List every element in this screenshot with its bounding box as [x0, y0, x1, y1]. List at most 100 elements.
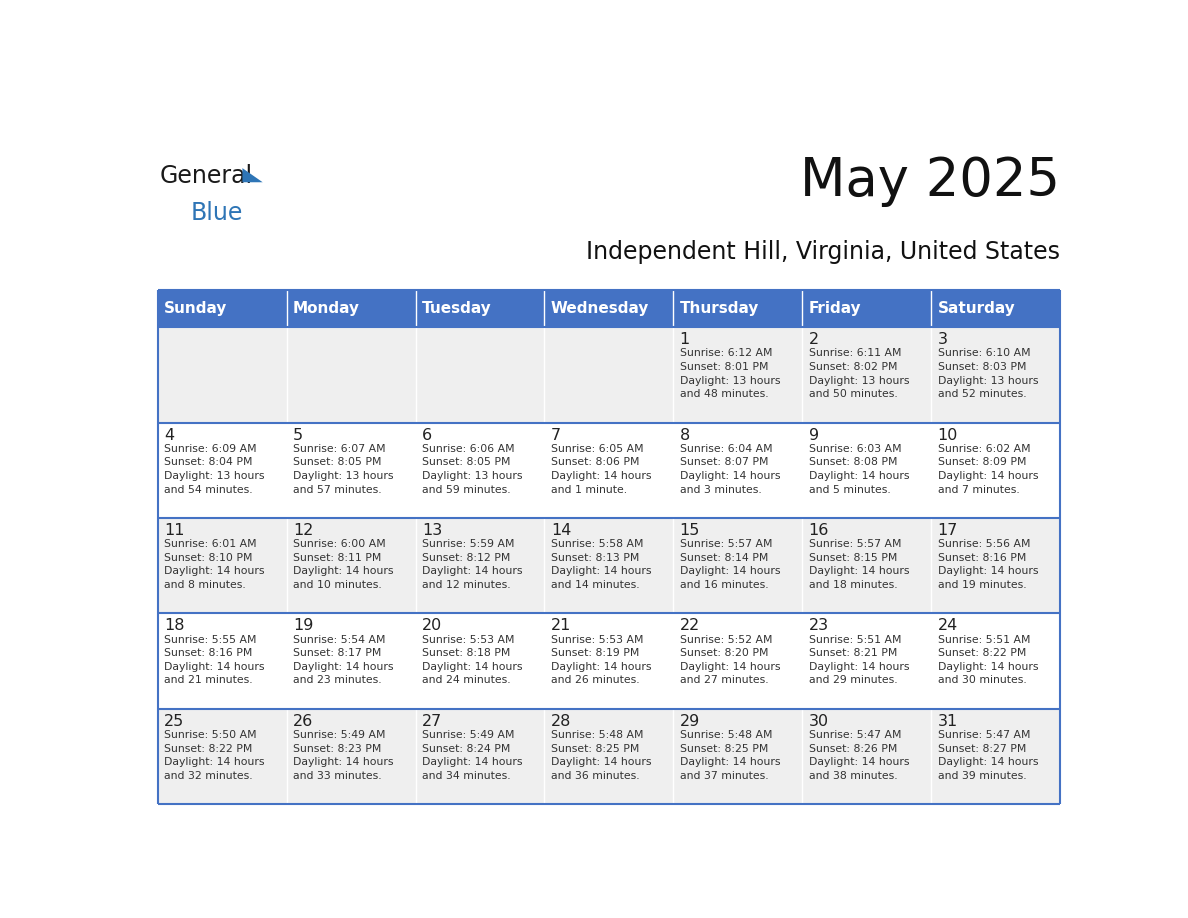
Text: 15: 15	[680, 523, 700, 538]
Bar	[416, 709, 544, 804]
Text: Sunrise: 5:47 AM
Sunset: 8:26 PM
Daylight: 14 hours
and 38 minutes.: Sunrise: 5:47 AM Sunset: 8:26 PM Dayligh…	[809, 730, 909, 781]
Bar	[544, 709, 674, 804]
Text: Sunrise: 5:51 AM
Sunset: 8:22 PM
Daylight: 14 hours
and 30 minutes.: Sunrise: 5:51 AM Sunset: 8:22 PM Dayligh…	[937, 634, 1038, 686]
Text: 22: 22	[680, 619, 700, 633]
Text: 26: 26	[293, 714, 314, 729]
Text: 3: 3	[937, 332, 948, 347]
Text: 16: 16	[809, 523, 829, 538]
Bar	[931, 613, 1060, 709]
Text: 9: 9	[809, 428, 819, 442]
Text: 24: 24	[937, 619, 958, 633]
Text: Sunrise: 6:12 AM
Sunset: 8:01 PM
Daylight: 13 hours
and 48 minutes.: Sunrise: 6:12 AM Sunset: 8:01 PM Dayligh…	[680, 348, 781, 399]
Text: 18: 18	[164, 619, 184, 633]
Text: 13: 13	[422, 523, 442, 538]
Text: Sunrise: 6:11 AM
Sunset: 8:02 PM
Daylight: 13 hours
and 50 minutes.: Sunrise: 6:11 AM Sunset: 8:02 PM Dayligh…	[809, 348, 909, 399]
Text: Sunrise: 6:10 AM
Sunset: 8:03 PM
Daylight: 13 hours
and 52 minutes.: Sunrise: 6:10 AM Sunset: 8:03 PM Dayligh…	[937, 348, 1038, 399]
Bar	[158, 518, 286, 613]
Text: Sunrise: 6:07 AM
Sunset: 8:05 PM
Daylight: 13 hours
and 57 minutes.: Sunrise: 6:07 AM Sunset: 8:05 PM Dayligh…	[293, 443, 393, 495]
Text: 30: 30	[809, 714, 829, 729]
Text: Sunrise: 5:51 AM
Sunset: 8:21 PM
Daylight: 14 hours
and 29 minutes.: Sunrise: 5:51 AM Sunset: 8:21 PM Dayligh…	[809, 634, 909, 686]
Bar	[544, 518, 674, 613]
Polygon shape	[242, 168, 263, 183]
Bar	[802, 709, 931, 804]
Text: 29: 29	[680, 714, 700, 729]
Bar	[416, 518, 544, 613]
Bar	[802, 290, 931, 327]
Text: 25: 25	[164, 714, 184, 729]
Text: Sunrise: 6:00 AM
Sunset: 8:11 PM
Daylight: 14 hours
and 10 minutes.: Sunrise: 6:00 AM Sunset: 8:11 PM Dayligh…	[293, 539, 393, 590]
Text: Sunrise: 6:05 AM
Sunset: 8:06 PM
Daylight: 14 hours
and 1 minute.: Sunrise: 6:05 AM Sunset: 8:06 PM Dayligh…	[551, 443, 651, 495]
Text: 11: 11	[164, 523, 184, 538]
Text: Independent Hill, Virginia, United States: Independent Hill, Virginia, United State…	[586, 240, 1060, 263]
Text: Sunrise: 6:03 AM
Sunset: 8:08 PM
Daylight: 14 hours
and 5 minutes.: Sunrise: 6:03 AM Sunset: 8:08 PM Dayligh…	[809, 443, 909, 495]
Bar	[286, 422, 416, 518]
Text: 14: 14	[551, 523, 571, 538]
Text: Thursday: Thursday	[680, 301, 759, 317]
Bar	[416, 613, 544, 709]
Bar	[802, 422, 931, 518]
Text: 2: 2	[809, 332, 819, 347]
Text: 28: 28	[551, 714, 571, 729]
Text: Sunrise: 5:55 AM
Sunset: 8:16 PM
Daylight: 14 hours
and 21 minutes.: Sunrise: 5:55 AM Sunset: 8:16 PM Dayligh…	[164, 634, 265, 686]
Text: May 2025: May 2025	[800, 155, 1060, 207]
Text: 4: 4	[164, 428, 175, 442]
Bar	[158, 290, 286, 327]
Text: Sunrise: 5:52 AM
Sunset: 8:20 PM
Daylight: 14 hours
and 27 minutes.: Sunrise: 5:52 AM Sunset: 8:20 PM Dayligh…	[680, 634, 781, 686]
Text: General: General	[159, 164, 253, 188]
Text: Sunrise: 5:49 AM
Sunset: 8:24 PM
Daylight: 14 hours
and 34 minutes.: Sunrise: 5:49 AM Sunset: 8:24 PM Dayligh…	[422, 730, 523, 781]
Text: 21: 21	[551, 619, 571, 633]
Text: Sunrise: 5:58 AM
Sunset: 8:13 PM
Daylight: 14 hours
and 14 minutes.: Sunrise: 5:58 AM Sunset: 8:13 PM Dayligh…	[551, 539, 651, 590]
Text: Friday: Friday	[809, 301, 861, 317]
Text: Sunrise: 6:09 AM
Sunset: 8:04 PM
Daylight: 13 hours
and 54 minutes.: Sunrise: 6:09 AM Sunset: 8:04 PM Dayligh…	[164, 443, 265, 495]
Text: 20: 20	[422, 619, 442, 633]
Text: Saturday: Saturday	[937, 301, 1016, 317]
Text: 19: 19	[293, 619, 314, 633]
Bar	[931, 518, 1060, 613]
Text: 5: 5	[293, 428, 303, 442]
Bar	[158, 709, 286, 804]
Bar	[416, 422, 544, 518]
Text: Wednesday: Wednesday	[551, 301, 649, 317]
Bar	[802, 613, 931, 709]
Bar	[544, 290, 674, 327]
Text: 27: 27	[422, 714, 442, 729]
Text: Sunrise: 5:47 AM
Sunset: 8:27 PM
Daylight: 14 hours
and 39 minutes.: Sunrise: 5:47 AM Sunset: 8:27 PM Dayligh…	[937, 730, 1038, 781]
Text: Sunrise: 5:57 AM
Sunset: 8:15 PM
Daylight: 14 hours
and 18 minutes.: Sunrise: 5:57 AM Sunset: 8:15 PM Dayligh…	[809, 539, 909, 590]
Bar	[674, 327, 802, 422]
Text: Sunrise: 6:04 AM
Sunset: 8:07 PM
Daylight: 14 hours
and 3 minutes.: Sunrise: 6:04 AM Sunset: 8:07 PM Dayligh…	[680, 443, 781, 495]
Text: Sunrise: 5:56 AM
Sunset: 8:16 PM
Daylight: 14 hours
and 19 minutes.: Sunrise: 5:56 AM Sunset: 8:16 PM Dayligh…	[937, 539, 1038, 590]
Text: 7: 7	[551, 428, 561, 442]
Text: Sunrise: 6:06 AM
Sunset: 8:05 PM
Daylight: 13 hours
and 59 minutes.: Sunrise: 6:06 AM Sunset: 8:05 PM Dayligh…	[422, 443, 523, 495]
Text: Sunrise: 5:53 AM
Sunset: 8:18 PM
Daylight: 14 hours
and 24 minutes.: Sunrise: 5:53 AM Sunset: 8:18 PM Dayligh…	[422, 634, 523, 686]
Text: Sunrise: 5:59 AM
Sunset: 8:12 PM
Daylight: 14 hours
and 12 minutes.: Sunrise: 5:59 AM Sunset: 8:12 PM Dayligh…	[422, 539, 523, 590]
Text: Sunrise: 5:48 AM
Sunset: 8:25 PM
Daylight: 14 hours
and 37 minutes.: Sunrise: 5:48 AM Sunset: 8:25 PM Dayligh…	[680, 730, 781, 781]
Text: 31: 31	[937, 714, 958, 729]
Bar	[416, 290, 544, 327]
Bar	[931, 709, 1060, 804]
Text: 6: 6	[422, 428, 432, 442]
Text: Sunrise: 5:48 AM
Sunset: 8:25 PM
Daylight: 14 hours
and 36 minutes.: Sunrise: 5:48 AM Sunset: 8:25 PM Dayligh…	[551, 730, 651, 781]
Text: Sunrise: 5:57 AM
Sunset: 8:14 PM
Daylight: 14 hours
and 16 minutes.: Sunrise: 5:57 AM Sunset: 8:14 PM Dayligh…	[680, 539, 781, 590]
Bar	[286, 613, 416, 709]
Bar	[416, 327, 544, 422]
Bar	[674, 422, 802, 518]
Bar	[286, 290, 416, 327]
Text: Sunrise: 5:53 AM
Sunset: 8:19 PM
Daylight: 14 hours
and 26 minutes.: Sunrise: 5:53 AM Sunset: 8:19 PM Dayligh…	[551, 634, 651, 686]
Bar	[544, 327, 674, 422]
Bar	[931, 422, 1060, 518]
Text: Sunrise: 6:02 AM
Sunset: 8:09 PM
Daylight: 14 hours
and 7 minutes.: Sunrise: 6:02 AM Sunset: 8:09 PM Dayligh…	[937, 443, 1038, 495]
Text: Monday: Monday	[293, 301, 360, 317]
Bar	[931, 290, 1060, 327]
Bar	[158, 613, 286, 709]
Text: Sunrise: 5:49 AM
Sunset: 8:23 PM
Daylight: 14 hours
and 33 minutes.: Sunrise: 5:49 AM Sunset: 8:23 PM Dayligh…	[293, 730, 393, 781]
Text: 17: 17	[937, 523, 958, 538]
Text: 8: 8	[680, 428, 690, 442]
Bar	[674, 613, 802, 709]
Bar	[286, 327, 416, 422]
Bar	[674, 518, 802, 613]
Text: Sunday: Sunday	[164, 301, 228, 317]
Bar	[158, 327, 286, 422]
Bar	[286, 709, 416, 804]
Bar	[674, 290, 802, 327]
Text: Sunrise: 5:54 AM
Sunset: 8:17 PM
Daylight: 14 hours
and 23 minutes.: Sunrise: 5:54 AM Sunset: 8:17 PM Dayligh…	[293, 634, 393, 686]
